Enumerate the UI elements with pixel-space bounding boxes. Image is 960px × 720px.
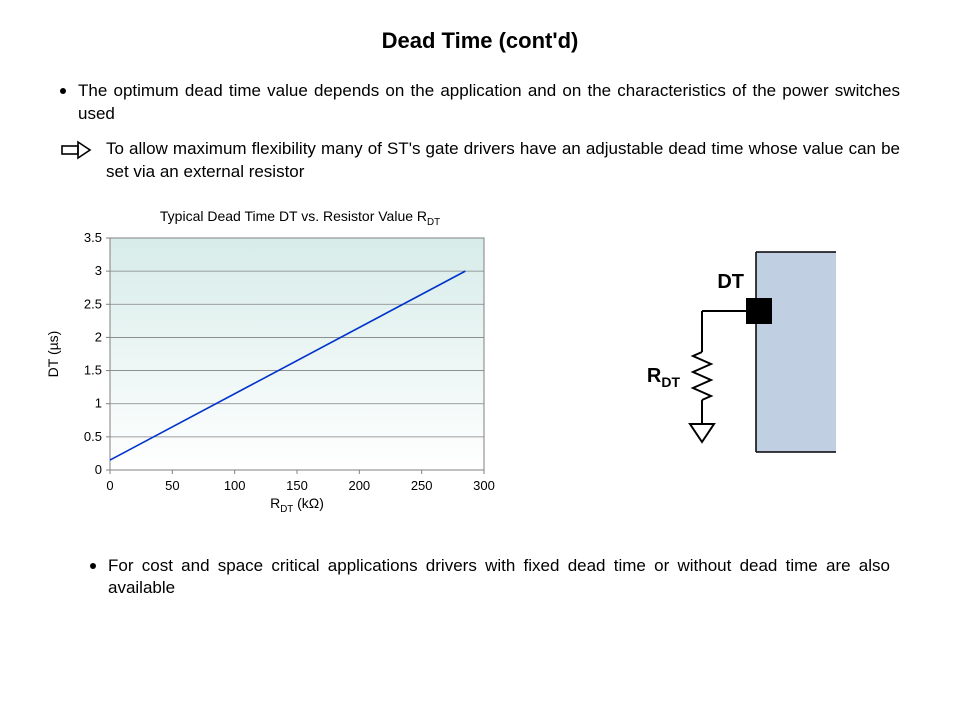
bullet-2-text: To allow maximum flexibility many of ST'… [106, 138, 900, 184]
svg-text:100: 100 [224, 478, 246, 493]
svg-text:3: 3 [95, 263, 102, 278]
svg-text:250: 250 [411, 478, 433, 493]
page-title: Dead Time (cont'd) [0, 0, 960, 74]
bullet-icon [60, 88, 66, 94]
svg-text:DT (µs): DT (µs) [45, 330, 61, 377]
bullet-3-text: For cost and space critical applications… [108, 555, 890, 601]
svg-text:RDT (kΩ): RDT (kΩ) [270, 495, 324, 514]
bullet-icon [90, 563, 96, 569]
svg-text:200: 200 [348, 478, 370, 493]
svg-text:300: 300 [473, 478, 495, 493]
bullet-2: To allow maximum flexibility many of ST'… [0, 132, 960, 190]
svg-text:1.5: 1.5 [84, 362, 102, 377]
bullet-3: For cost and space critical applications… [0, 529, 960, 607]
bullet-1-text: The optimum dead time value depends on t… [78, 80, 900, 126]
svg-text:DT: DT [717, 271, 744, 293]
dead-time-chart: Typical Dead Time DT vs. Resistor Value … [40, 208, 500, 519]
diagram-svg: DT RDT [580, 248, 840, 478]
chart-title: Typical Dead Time DT vs. Resistor Value … [40, 208, 500, 228]
svg-text:50: 50 [165, 478, 179, 493]
svg-text:RDT: RDT [647, 365, 681, 390]
svg-text:2: 2 [95, 329, 102, 344]
svg-text:2.5: 2.5 [84, 296, 102, 311]
arrow-right-icon [60, 140, 92, 160]
circuit-diagram: DT RDT [500, 208, 920, 478]
svg-text:1: 1 [95, 395, 102, 410]
svg-text:150: 150 [286, 478, 308, 493]
chart-svg: 0 0.5 1 1.5 2 2.5 3 3.5 0 50 100 150 200 250 300 DT (µs… [40, 230, 500, 514]
svg-text:0: 0 [106, 478, 113, 493]
bullet-1: The optimum dead time value depends on t… [0, 74, 960, 132]
svg-text:3.5: 3.5 [84, 230, 102, 245]
svg-text:0.5: 0.5 [84, 428, 102, 443]
svg-text:0: 0 [95, 462, 102, 477]
